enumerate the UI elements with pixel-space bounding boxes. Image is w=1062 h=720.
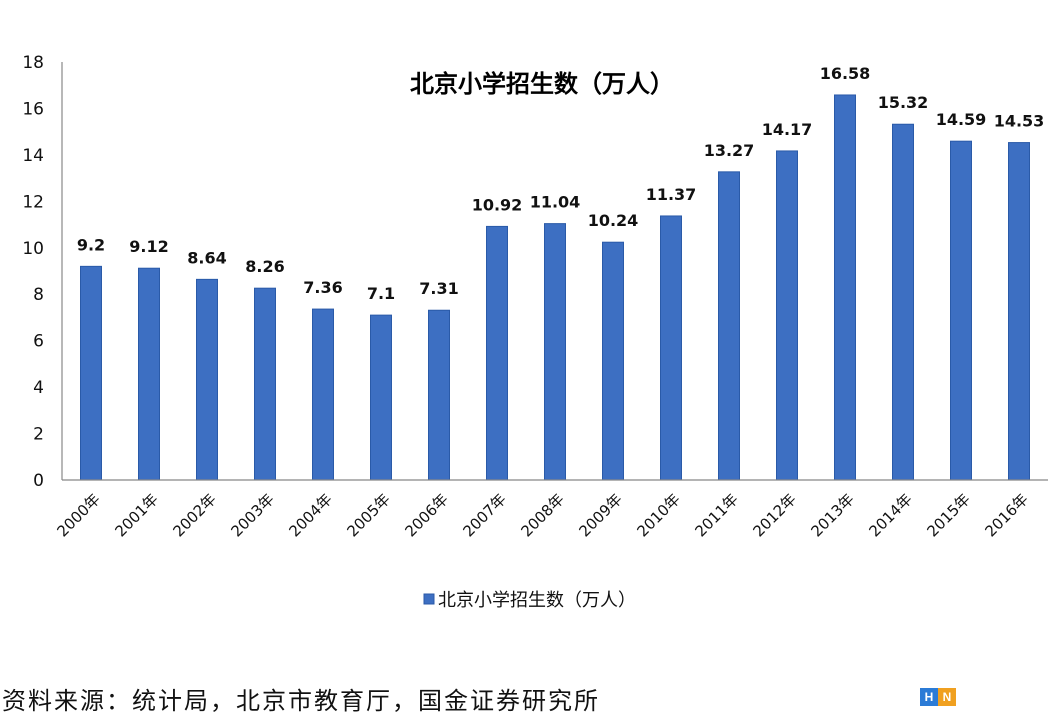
data-label: 7.1: [367, 284, 395, 303]
bar: [428, 309, 450, 481]
x-tick-label: 2010年: [633, 490, 683, 540]
y-tick-label: 0: [33, 471, 44, 491]
watermark-logo: H N: [920, 681, 1040, 713]
x-tick-label: 2007年: [459, 490, 509, 540]
watermark-letter-h: H: [920, 688, 938, 706]
x-tick-label: 2004年: [285, 490, 335, 540]
x-tick-label: 2008年: [517, 490, 567, 540]
x-tick-label: 2009年: [575, 490, 625, 540]
data-label: 10.24: [588, 211, 639, 230]
data-label: 7.36: [303, 278, 342, 297]
bar: [138, 267, 160, 481]
data-label: 9.2: [77, 235, 105, 254]
y-tick-label: 12: [22, 192, 44, 212]
bar: [776, 150, 798, 481]
bar: [892, 123, 914, 481]
bar: [80, 265, 102, 481]
source-note: 资料来源：统计局，北京市教育厅，国金证券研究所: [2, 687, 600, 715]
chart-title: 北京小学招生数（万人）: [410, 70, 674, 98]
data-label: 8.64: [187, 248, 226, 267]
data-label: 14.53: [994, 112, 1045, 131]
y-tick-label: 14: [22, 146, 44, 166]
data-label: 8.26: [245, 257, 284, 276]
data-label: 11.37: [646, 185, 697, 204]
x-tick-label: 2006年: [401, 490, 451, 540]
bar: [370, 314, 392, 481]
x-tick-label: 2002年: [169, 490, 219, 540]
y-tick-label: 4: [33, 378, 44, 398]
x-tick-label: 2005年: [343, 490, 393, 540]
data-label: 14.17: [762, 120, 813, 139]
watermark-letter-n: N: [938, 688, 956, 706]
data-label: 10.92: [472, 195, 523, 214]
y-tick-label: 8: [33, 285, 44, 305]
data-label: 16.58: [820, 64, 871, 83]
bar: [196, 278, 218, 481]
bar: [718, 171, 740, 481]
x-tick-label: 2000年: [53, 490, 103, 540]
y-axis: 0 2 4 6 8 10 12 14 16 18: [22, 53, 63, 491]
bar: [950, 140, 972, 481]
x-axis: 2000年 2001年 2002年 2003年 2004年 2005年 2006年 2007年…: [53, 479, 1048, 540]
data-label: 14.59: [936, 110, 987, 129]
x-tick-label: 2014年: [865, 490, 915, 540]
bar: [834, 94, 856, 481]
bar: [1008, 142, 1030, 481]
y-tick-label: 10: [22, 239, 44, 259]
bar: [312, 308, 334, 481]
data-label: 7.31: [419, 279, 458, 298]
x-tick-label: 2016年: [981, 490, 1031, 540]
y-tick-label: 16: [22, 99, 44, 119]
bar: [602, 241, 624, 481]
x-tick-label: 2011年: [691, 490, 741, 540]
bars: [80, 94, 1030, 481]
legend: 北京小学招生数（万人）: [423, 590, 636, 611]
bar: [660, 215, 682, 481]
data-label: 11.04: [530, 193, 581, 212]
legend-swatch: [423, 593, 435, 605]
bar: [544, 223, 566, 481]
bar-chart: 北京小学招生数（万人） 0 2 4 6 8 10 12 14 16 18 9.2 9.12 8.64 8…: [22, 53, 1048, 611]
data-label: 15.32: [878, 93, 929, 112]
x-tick-label: 2001年: [111, 490, 161, 540]
data-label: 9.12: [129, 237, 168, 256]
y-tick-label: 18: [22, 53, 44, 73]
legend-label: 北京小学招生数（万人）: [438, 590, 636, 611]
y-tick-label: 2: [33, 425, 44, 445]
y-tick-label: 6: [33, 332, 44, 352]
x-tick-label: 2003年: [227, 490, 277, 540]
bar: [486, 225, 508, 481]
x-tick-label: 2013年: [807, 490, 857, 540]
x-tick-label: 2015年: [923, 490, 973, 540]
data-labels: 9.2 9.12 8.64 8.26 7.36 7.1 7.31 10.92 11.04 10.2…: [77, 64, 1044, 303]
bar: [254, 287, 276, 481]
x-tick-label: 2012年: [749, 490, 799, 540]
data-label: 13.27: [704, 141, 755, 160]
